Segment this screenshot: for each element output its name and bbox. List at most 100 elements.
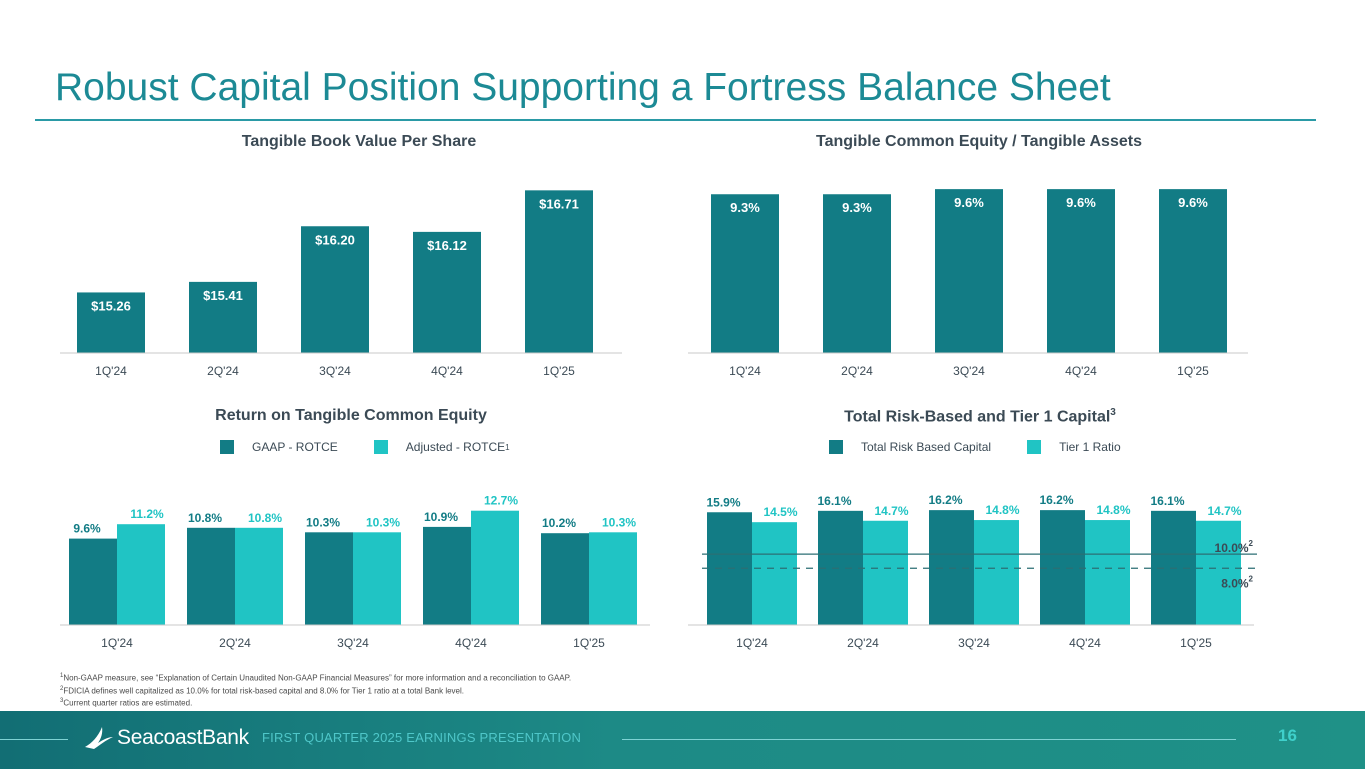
chart-title-tce: Tangible Common Equity / Tangible Assets (816, 133, 1142, 150)
page-number: 16 (1278, 726, 1297, 745)
seagull-icon (85, 727, 113, 749)
legend-capital: Total Risk Based Capital Tier 1 Ratio (829, 440, 1157, 454)
x-tick-label: 4Q'24 (431, 364, 463, 378)
bar-light-3 (1085, 520, 1130, 625)
bar-dark-0 (69, 538, 117, 625)
bar-2 (935, 189, 1003, 353)
data-label: 14.7% (874, 504, 908, 518)
x-tick-label: 4Q'24 (1069, 636, 1101, 650)
reference-label-1: 8.0%2 (1221, 574, 1253, 590)
legend-label-total-risk: Total Risk Based Capital (861, 440, 992, 454)
bar-3 (413, 231, 481, 353)
legend-item-total-risk: Total Risk Based Capital (829, 440, 991, 454)
bar-light-0 (117, 524, 165, 625)
bar-4 (1159, 189, 1227, 353)
x-tick-label: 3Q'24 (958, 636, 990, 650)
legend-item-adjusted: Adjusted - ROTCE 1 (373, 440, 510, 454)
bar-0 (711, 194, 779, 353)
brand-logo: SeacoastBank (84, 725, 249, 751)
x-tick-label: 1Q'25 (543, 364, 575, 378)
x-tick-label: 2Q'24 (207, 364, 239, 378)
data-label: 14.8% (1096, 503, 1130, 517)
data-label: 16.1% (817, 494, 851, 508)
data-label: 9.3% (730, 200, 760, 215)
legend-swatch-dark (220, 440, 234, 454)
bar-0 (77, 292, 145, 353)
legend-swatch-light (1027, 440, 1042, 454)
data-label: 14.8% (985, 503, 1019, 517)
chart-title-rotce: Return on Tangible Common Equity (215, 407, 487, 424)
data-label: 16.2% (928, 493, 962, 507)
chart-capital: 15.9% 14.5% 1Q'24 16.1% 14.7% 2Q'24 16.2% 14.8%… (688, 493, 1257, 650)
bar-light-2 (353, 532, 401, 625)
bar-light-0 (752, 522, 797, 625)
bar-light-2 (974, 520, 1019, 625)
data-label: 12.7% (484, 494, 518, 508)
x-tick-label: 3Q'24 (953, 364, 985, 378)
footnote-1: 1Non-GAAP measure, see “Explanation of C… (60, 673, 572, 683)
x-tick-label: 1Q'25 (573, 636, 605, 650)
bar-dark-3 (1040, 510, 1085, 625)
data-label: 10.8% (188, 511, 222, 525)
legend-label-adjusted: Adjusted - ROTCE (405, 440, 506, 454)
bar-light-4 (1196, 520, 1241, 625)
brand-name: SeacoastBank (117, 726, 249, 749)
legend-footnote-marker: 1 (505, 442, 510, 452)
x-tick-label: 4Q'24 (1065, 364, 1097, 378)
legend-swatch-dark (829, 440, 843, 454)
data-label: $16.12 (427, 238, 467, 253)
footnote-3: 3Current quarter ratios are estimated. (60, 698, 193, 708)
data-label: 14.5% (763, 505, 797, 519)
bar-4 (525, 190, 593, 353)
chart-tbvps: $15.26 1Q'24 $15.41 2Q'24 $16.20 3Q'24 $16.12 4… (60, 190, 622, 378)
x-tick-label: 3Q'24 (337, 636, 369, 650)
data-label: 9.6% (1178, 195, 1208, 210)
bar-3 (1047, 189, 1115, 353)
x-tick-label: 1Q'25 (1177, 364, 1209, 378)
legend-label-tier1: Tier 1 Ratio (1059, 440, 1121, 454)
bar-light-1 (235, 527, 283, 625)
bar-light-4 (589, 532, 637, 625)
data-label: $15.41 (203, 288, 243, 303)
reference-label-0: 10.0%2 (1215, 539, 1254, 555)
data-label: 10.3% (366, 515, 400, 529)
x-tick-label: 2Q'24 (841, 364, 873, 378)
footer-tagline: FIRST QUARTER 2025 EARNINGS PRESENTATION (262, 730, 582, 745)
data-label: 9.6% (954, 195, 984, 210)
data-label: 10.3% (306, 515, 340, 529)
x-tick-label: 1Q'24 (736, 636, 768, 650)
footer-bar: SeacoastBank FIRST QUARTER 2025 EARNINGS… (0, 711, 1365, 769)
data-label: 10.9% (424, 510, 458, 524)
chart-title-capital-text: Total Risk-Based and Tier 1 Capital (844, 408, 1111, 426)
legend-item-gaap: GAAP - ROTCE (220, 440, 338, 454)
x-tick-label: 1Q'24 (729, 364, 761, 378)
bar-2 (301, 226, 369, 353)
data-label: $16.20 (315, 232, 355, 247)
chart-tce: 9.3% 1Q'24 9.3% 2Q'24 9.6% 3Q'24 9.6% 4Q'24 9.6%… (688, 189, 1248, 378)
data-label: 16.2% (1039, 493, 1073, 507)
chart-rotce: 9.6% 11.2% 1Q'24 10.8% 10.8% 2Q'24 10.3% 10.3% 3… (60, 494, 650, 650)
data-label: 10.2% (542, 516, 576, 530)
bar-1 (823, 194, 891, 353)
legend-label-gaap: GAAP - ROTCE (252, 440, 338, 454)
x-tick-label: 4Q'24 (455, 636, 487, 650)
chart-title-footnote-marker: 3 (1110, 407, 1116, 418)
x-tick-label: 1Q'24 (95, 364, 127, 378)
data-label: 10.3% (602, 515, 636, 529)
bar-1 (189, 281, 257, 353)
data-label: $16.71 (539, 196, 579, 211)
data-label: 14.7% (1207, 504, 1241, 518)
bar-dark-4 (541, 533, 589, 625)
page-title: Robust Capital Position Supporting a For… (55, 66, 1111, 109)
x-tick-label: 2Q'24 (219, 636, 251, 650)
data-label: 9.6% (1066, 195, 1096, 210)
data-label: 9.6% (73, 522, 101, 536)
bar-light-3 (471, 510, 519, 625)
x-tick-label: 3Q'24 (319, 364, 351, 378)
x-tick-label: 1Q'24 (101, 636, 133, 650)
chart-title-tbvps: Tangible Book Value Per Share (241, 133, 477, 150)
legend-item-tier1: Tier 1 Ratio (1027, 440, 1121, 454)
legend-swatch-light (373, 440, 388, 454)
footnote-2: 2FDICIA defines well capitalized as 10.0… (60, 685, 464, 696)
legend-rotce: GAAP - ROTCE Adjusted - ROTCE 1 (220, 440, 546, 454)
